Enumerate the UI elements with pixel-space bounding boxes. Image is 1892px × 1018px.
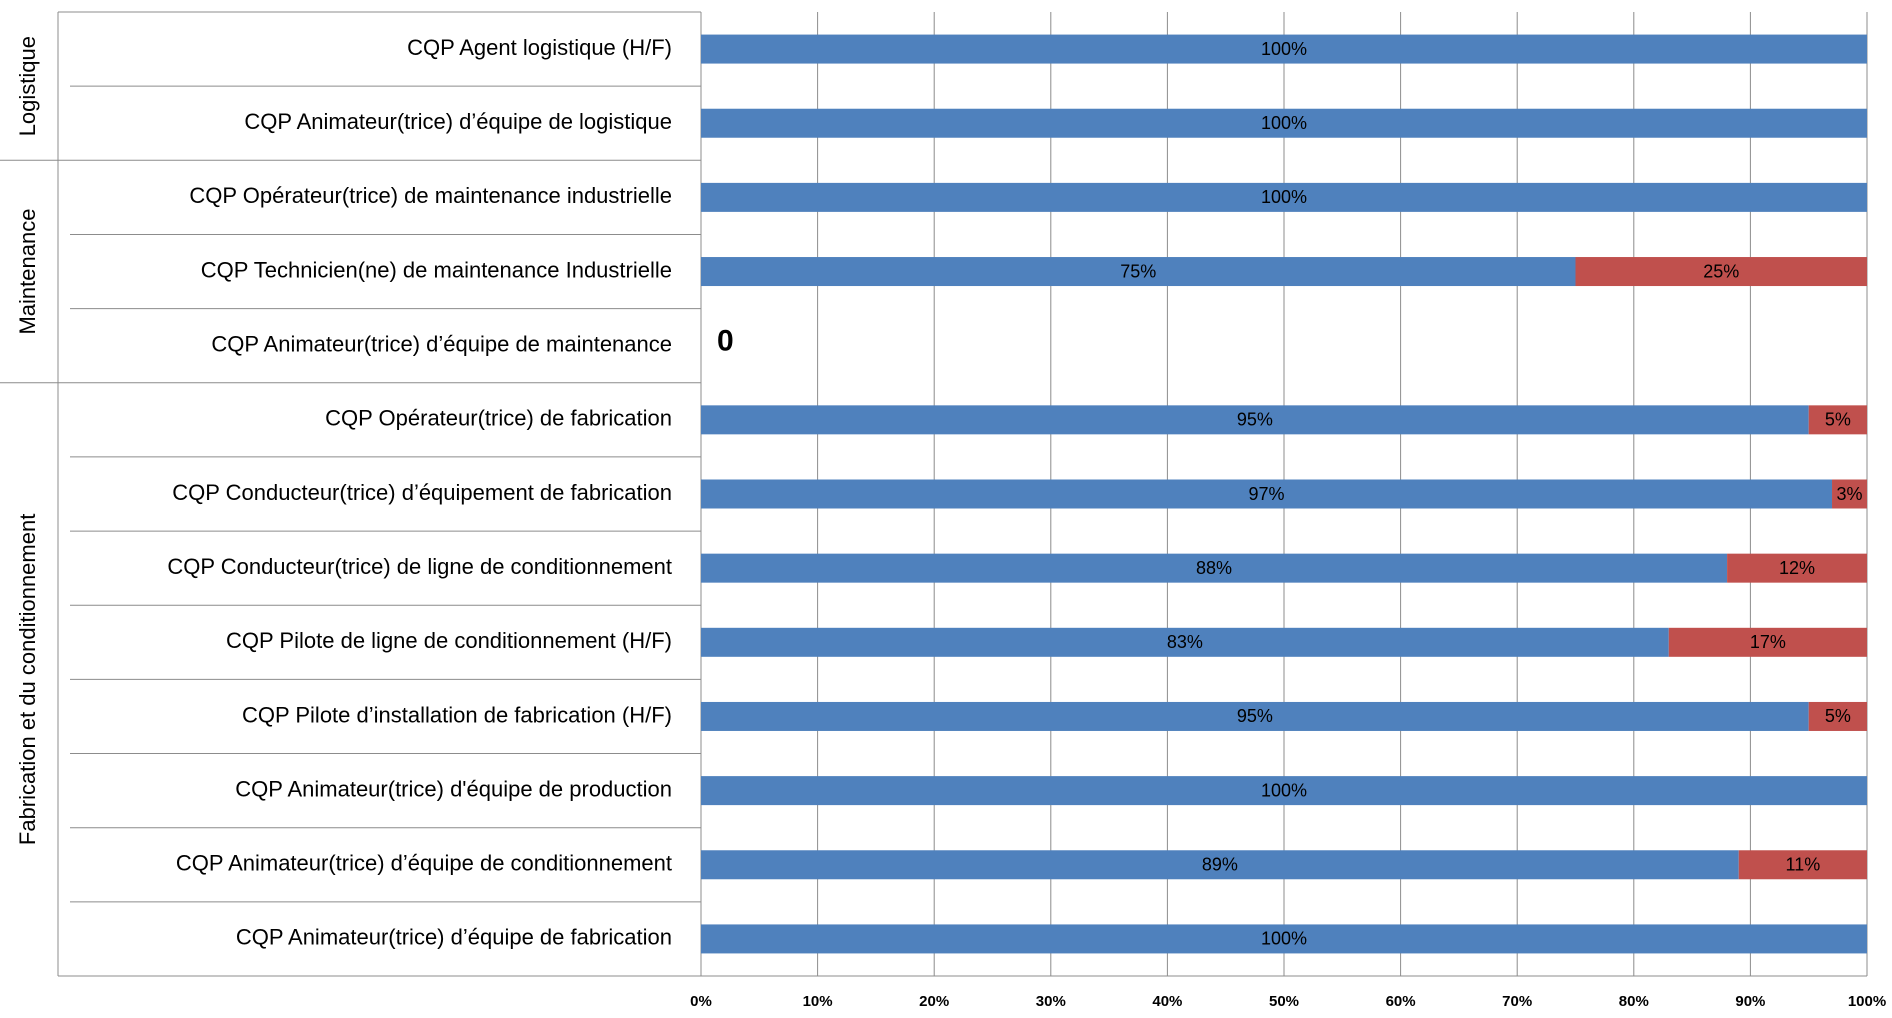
category-label: CQP Technicien(ne) de maintenance Indust… (201, 257, 672, 282)
data-label: 100% (1261, 780, 1307, 800)
x-tick-label: 0% (690, 993, 712, 1010)
x-tick-label: 50% (1269, 993, 1299, 1010)
bar-segment (701, 850, 1739, 880)
bar-segment (701, 34, 1867, 64)
bar-segment (701, 257, 1576, 287)
category-label: CQP Animateur(trice) d’équipe de fabrica… (236, 925, 672, 950)
category-label: CQP Agent logistique (H/F) (407, 35, 672, 60)
data-label: 95% (1237, 410, 1273, 430)
bar-segment (701, 405, 1809, 435)
data-label: 75% (1120, 261, 1156, 281)
bar-segment (701, 776, 1867, 806)
bar-segment (701, 553, 1728, 583)
bar-segment (701, 108, 1867, 138)
x-tick-label: 30% (1036, 993, 1066, 1010)
category-label: CQP Opérateur(trice) de maintenance indu… (189, 183, 672, 208)
x-tick-label: 90% (1735, 993, 1765, 1010)
category-label: CQP Animateur(trice) d’équipe de conditi… (176, 851, 672, 876)
x-tick-label: 10% (803, 993, 833, 1010)
data-label: 12% (1779, 558, 1815, 578)
bar-segment (701, 701, 1809, 731)
data-label: 11% (1786, 855, 1821, 875)
group-label: Maintenance (15, 209, 40, 335)
category-label: CQP Animateur(trice) d’équipe de mainten… (211, 332, 672, 357)
x-tick-label: 40% (1152, 993, 1182, 1010)
category-label: CQP Opérateur(trice) de fabrication (325, 406, 672, 431)
bar-segment (701, 479, 1833, 509)
bar-segment (1738, 850, 1867, 880)
category-label: CQP Pilote de ligne de conditionnement (… (226, 628, 672, 653)
data-label: 25% (1703, 261, 1739, 281)
bar-segment (1727, 553, 1867, 583)
data-label: 89% (1202, 855, 1238, 875)
bar-segment (1808, 701, 1867, 731)
data-label: 17% (1750, 632, 1786, 652)
x-tick-label: 70% (1502, 993, 1532, 1010)
data-label: 88% (1196, 558, 1232, 578)
bar-segment (701, 182, 1867, 212)
data-label: 83% (1167, 632, 1203, 652)
category-label: CQP Pilote d’installation de fabrication… (242, 702, 672, 727)
bar-segment (1668, 627, 1867, 657)
bar-segment (701, 924, 1867, 954)
bar-segment (1808, 405, 1867, 435)
x-tick-label: 80% (1619, 993, 1649, 1010)
data-label: 95% (1237, 706, 1273, 726)
data-label: 100% (1261, 929, 1307, 949)
data-label: 3% (1837, 484, 1863, 504)
data-label: 0 (717, 325, 734, 358)
data-label: 100% (1261, 39, 1307, 59)
group-label: Logistique (15, 36, 40, 136)
category-label: CQP Animateur(trice) d’équipe de logisti… (244, 109, 672, 134)
category-label: CQP Conducteur(trice) de ligne de condit… (167, 554, 672, 579)
data-label: 100% (1261, 187, 1307, 207)
group-label: Fabrication et du conditionnement (15, 514, 40, 845)
x-tick-label: 60% (1386, 993, 1416, 1010)
data-label: 100% (1261, 113, 1307, 133)
data-label: 97% (1248, 484, 1284, 504)
bar-segment (1575, 257, 1867, 287)
category-label: CQP Animateur(trice) d'équipe de product… (235, 776, 672, 801)
bar-segment (701, 627, 1669, 657)
data-label: 5% (1825, 410, 1851, 430)
category-label: CQP Conducteur(trice) d’équipement de fa… (172, 480, 672, 505)
x-tick-label: 100% (1848, 993, 1886, 1010)
data-label: 5% (1825, 706, 1851, 726)
bar-segment (1832, 479, 1867, 509)
x-tick-label: 20% (919, 993, 949, 1010)
